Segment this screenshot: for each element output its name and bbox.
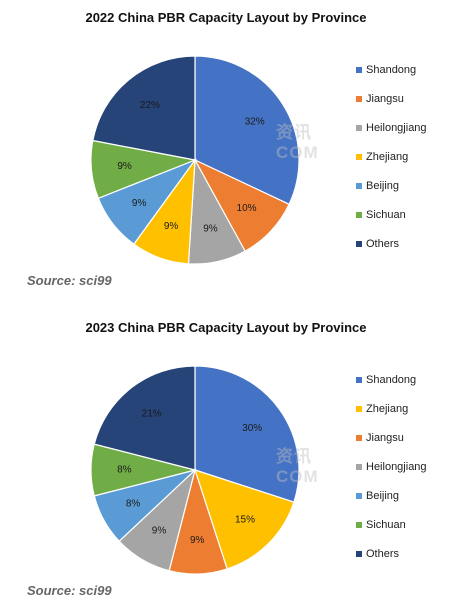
source-note: Source: sci99 — [27, 273, 112, 288]
pie-slice-others — [93, 365, 196, 471]
legend-swatch — [356, 124, 362, 131]
slice-label-sichuan: 8% — [117, 465, 132, 476]
slice-label-beijing: 8% — [126, 499, 141, 510]
legend-item-heilongjiang: Heilongjiang — [356, 113, 427, 142]
legend-swatch — [356, 376, 362, 383]
legend-item-zhejiang: Zhejiang — [356, 394, 427, 423]
legend-label: Sichuan — [366, 208, 406, 221]
legend-label: Heilongjiang — [366, 460, 427, 473]
chart-2022: 2022 China PBR Capacity Layout by Provin… — [0, 0, 452, 296]
legend-item-jiangsu: Jiangsu — [356, 423, 427, 452]
legend-swatch — [356, 521, 362, 528]
legend-swatch — [356, 240, 362, 247]
legend-label: Beijing — [366, 179, 400, 192]
slice-label-zhejiang: 9% — [164, 221, 179, 232]
legend-label: Beijing — [366, 489, 400, 502]
chart-2023: 2023 China PBR Capacity Layout by Provin… — [0, 310, 452, 607]
legend-label: Jiangsu — [366, 431, 404, 444]
slice-label-beijing: 9% — [132, 198, 147, 209]
legend-swatch — [356, 95, 362, 102]
legend-swatch — [356, 182, 362, 189]
legend-item-jiangsu: Jiangsu — [356, 84, 427, 113]
legend-swatch — [356, 66, 362, 73]
legend: Shandong Jiangsu Heilongjiang Zhejiang Beiji… — [356, 55, 427, 258]
legend-item-sichuan: Sichuan — [356, 200, 427, 229]
slice-label-sichuan: 9% — [117, 161, 132, 172]
legend-item-others: Others — [356, 539, 427, 568]
legend-label: Shandong — [366, 63, 417, 76]
legend-swatch — [356, 550, 362, 557]
legend-label: Zhejiang — [366, 150, 409, 163]
legend-label: Zhejiang — [366, 402, 409, 415]
pie-slice-shandong — [194, 55, 300, 206]
slice-label-zhejiang: 15% — [235, 515, 255, 526]
legend-swatch — [356, 153, 362, 160]
legend-label: Sichuan — [366, 518, 406, 531]
legend-item-heilongjiang: Heilongjiang — [356, 452, 427, 481]
slice-label-jiangsu: 9% — [190, 535, 205, 546]
pie-chart: 32% 10% 9% 9% 9% 9% 22% — [90, 55, 300, 265]
slice-label-shandong: 32% — [245, 117, 265, 128]
legend-item-beijing: Beijing — [356, 171, 427, 200]
slice-label-jiangsu: 10% — [237, 203, 257, 214]
pie-chart: 30% 15% 9% 9% 8% 8% 21% — [90, 365, 300, 575]
legend-item-shandong: Shandong — [356, 365, 427, 394]
legend-label: Jiangsu — [366, 92, 404, 105]
legend-item-others: Others — [356, 229, 427, 258]
chart-title: 2022 China PBR Capacity Layout by Provin… — [85, 10, 367, 25]
legend-swatch — [356, 405, 362, 412]
legend-swatch — [356, 463, 362, 470]
slice-label-heilongjiang: 9% — [203, 224, 218, 235]
legend-item-shandong: Shandong — [356, 55, 427, 84]
legend-label: Others — [366, 237, 400, 250]
legend-swatch — [356, 434, 362, 441]
legend-item-beijing: Beijing — [356, 481, 427, 510]
source-note: Source: sci99 — [27, 583, 112, 598]
legend-swatch — [356, 211, 362, 218]
slice-label-heilongjiang: 9% — [152, 525, 167, 536]
legend-label: Heilongjiang — [366, 121, 427, 134]
pie-slice-others — [92, 55, 196, 161]
legend: Shandong Zhejiang Jiangsu Heilongjiang Beiji… — [356, 365, 427, 568]
legend-swatch — [356, 492, 362, 499]
pie-slice-shandong — [194, 365, 300, 503]
chart-title: 2023 China PBR Capacity Layout by Provin… — [85, 320, 367, 335]
legend-item-zhejiang: Zhejiang — [356, 142, 427, 171]
legend-label: Shandong — [366, 373, 417, 386]
legend-item-sichuan: Sichuan — [356, 510, 427, 539]
legend-label: Others — [366, 547, 400, 560]
slice-label-shandong: 30% — [242, 423, 262, 434]
slice-label-others: 22% — [140, 100, 160, 111]
slice-label-others: 21% — [142, 409, 162, 420]
